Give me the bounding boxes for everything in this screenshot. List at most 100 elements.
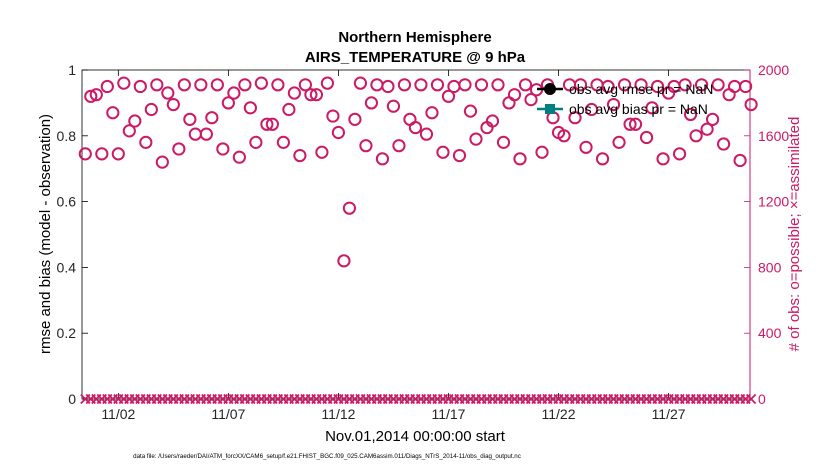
possible-count-point <box>469 132 483 146</box>
possible-count-point <box>304 88 318 102</box>
possible-count-point <box>452 148 467 163</box>
possible-count-point <box>172 142 186 156</box>
possible-count-point <box>634 78 648 92</box>
possible-count-point <box>238 78 252 92</box>
possible-count-point <box>584 102 599 117</box>
possible-count-point <box>298 78 313 92</box>
possible-count-point <box>513 152 527 166</box>
left-y-tick-label: 1 <box>68 62 76 78</box>
possible-count-point <box>683 107 698 122</box>
chart-title: Northern Hemisphere <box>338 29 491 46</box>
right-y-tick-label: 1600 <box>758 128 789 144</box>
x-axis-label: Nov.01,2014 00:00:00 start <box>325 428 506 445</box>
possible-count-point <box>639 130 654 145</box>
possible-count-point <box>243 101 257 115</box>
left-y-tick-label: 0.2 <box>57 325 77 341</box>
legend: obs avg rmse pr = NaN obs avg bias pr = … <box>537 81 713 117</box>
possible-count-point <box>612 135 626 149</box>
chart-subtitle: AIRS_TEMPERATURE @ 9 hPa <box>305 49 526 66</box>
possible-count-point <box>210 78 224 92</box>
possible-count-point <box>89 88 103 102</box>
legend-rmse-label: obs avg rmse pr = NaN <box>569 81 713 97</box>
possible-count-point <box>111 147 125 161</box>
possible-count-point <box>595 152 610 166</box>
assimilated-count-marks <box>80 393 757 405</box>
possible-count-point <box>733 153 747 168</box>
possible-count-point <box>738 79 753 94</box>
possible-count-point <box>221 96 235 110</box>
left-y-tick-label: 0.8 <box>57 128 77 144</box>
possible-count-point <box>656 152 670 166</box>
possible-count-point <box>458 78 472 92</box>
possible-count-point <box>463 104 478 118</box>
x-tick-label: 11/07 <box>211 406 245 422</box>
right-y-axis-ticks: 0 400 800 1200 1600 2000 <box>744 62 789 407</box>
possible-count-point <box>128 114 142 128</box>
possible-count-point <box>122 124 136 138</box>
possible-count-point <box>326 109 340 123</box>
assimilated-cross <box>745 393 757 405</box>
possible-count-point <box>249 135 263 149</box>
possible-count-point <box>177 78 191 92</box>
possible-count-point <box>507 88 522 102</box>
data-file-footer: data file: /Users/raeder/DAI/ATM_forcXX/… <box>133 453 521 460</box>
possible-count-point <box>601 79 615 94</box>
possible-count-point <box>650 79 665 94</box>
possible-count-point <box>579 140 593 154</box>
possible-count-point <box>491 78 505 92</box>
possible-count-point <box>199 127 213 141</box>
assimilated-count-point <box>745 393 757 405</box>
possible-count-point <box>95 147 109 161</box>
possible-count-point <box>694 78 709 92</box>
possible-count-point <box>78 147 92 161</box>
possible-count-point <box>144 102 158 117</box>
possible-count-point <box>485 114 500 128</box>
possible-count-point <box>430 78 445 92</box>
possible-count-point <box>161 86 175 100</box>
possible-count-point <box>744 97 758 112</box>
possible-count-point <box>573 78 588 92</box>
left-y-tick-label: 0.4 <box>57 259 77 275</box>
possible-count-point <box>348 112 362 126</box>
possible-count-point <box>425 106 439 120</box>
possible-count-point <box>381 79 395 94</box>
possible-count-point <box>194 78 208 92</box>
right-y-axis-label: # of obs: o=possible; ×=assimilated <box>786 117 803 352</box>
possible-count-point <box>436 145 450 159</box>
possible-count-point <box>617 78 632 92</box>
possible-count-point <box>282 102 296 117</box>
possible-count-point <box>364 96 379 110</box>
possible-count-point <box>271 78 285 92</box>
possible-count-point <box>419 127 434 141</box>
possible-count-point <box>117 76 131 90</box>
possible-count-point <box>227 86 241 100</box>
left-y-axis-label: rmse and bias (model - observation) <box>37 114 54 354</box>
possible-count-point <box>254 76 268 90</box>
possible-count-point <box>216 142 230 156</box>
possible-count-point <box>133 79 147 94</box>
possible-count-point <box>606 97 621 112</box>
possible-count-point <box>155 155 169 169</box>
possible-count-point <box>353 76 368 90</box>
right-y-tick-label: 400 <box>758 325 782 341</box>
legend-bias-label: obs avg bias pr = NaN <box>569 101 708 117</box>
possible-count-point <box>441 89 456 103</box>
possible-count-point <box>276 135 290 149</box>
possible-count-point <box>183 112 197 126</box>
right-y-tick-label: 0 <box>758 391 766 407</box>
possible-count-point <box>524 93 538 107</box>
possible-count-point <box>106 106 120 120</box>
possible-count-point <box>392 139 406 153</box>
x-tick-label: 11/12 <box>321 406 355 422</box>
possible-count-point <box>408 120 423 135</box>
possible-count-marks <box>78 76 758 268</box>
left-y-tick-label: 0 <box>68 391 76 407</box>
possible-count-point <box>716 137 731 151</box>
possible-count-point <box>265 117 279 131</box>
right-y-tick-label: 2000 <box>758 62 789 78</box>
possible-count-point <box>628 117 643 131</box>
legend-bias-marker <box>545 104 555 114</box>
left-y-axis-ticks: 0 0.2 0.4 0.6 0.8 1 <box>57 62 88 407</box>
possible-count-point <box>309 88 324 102</box>
